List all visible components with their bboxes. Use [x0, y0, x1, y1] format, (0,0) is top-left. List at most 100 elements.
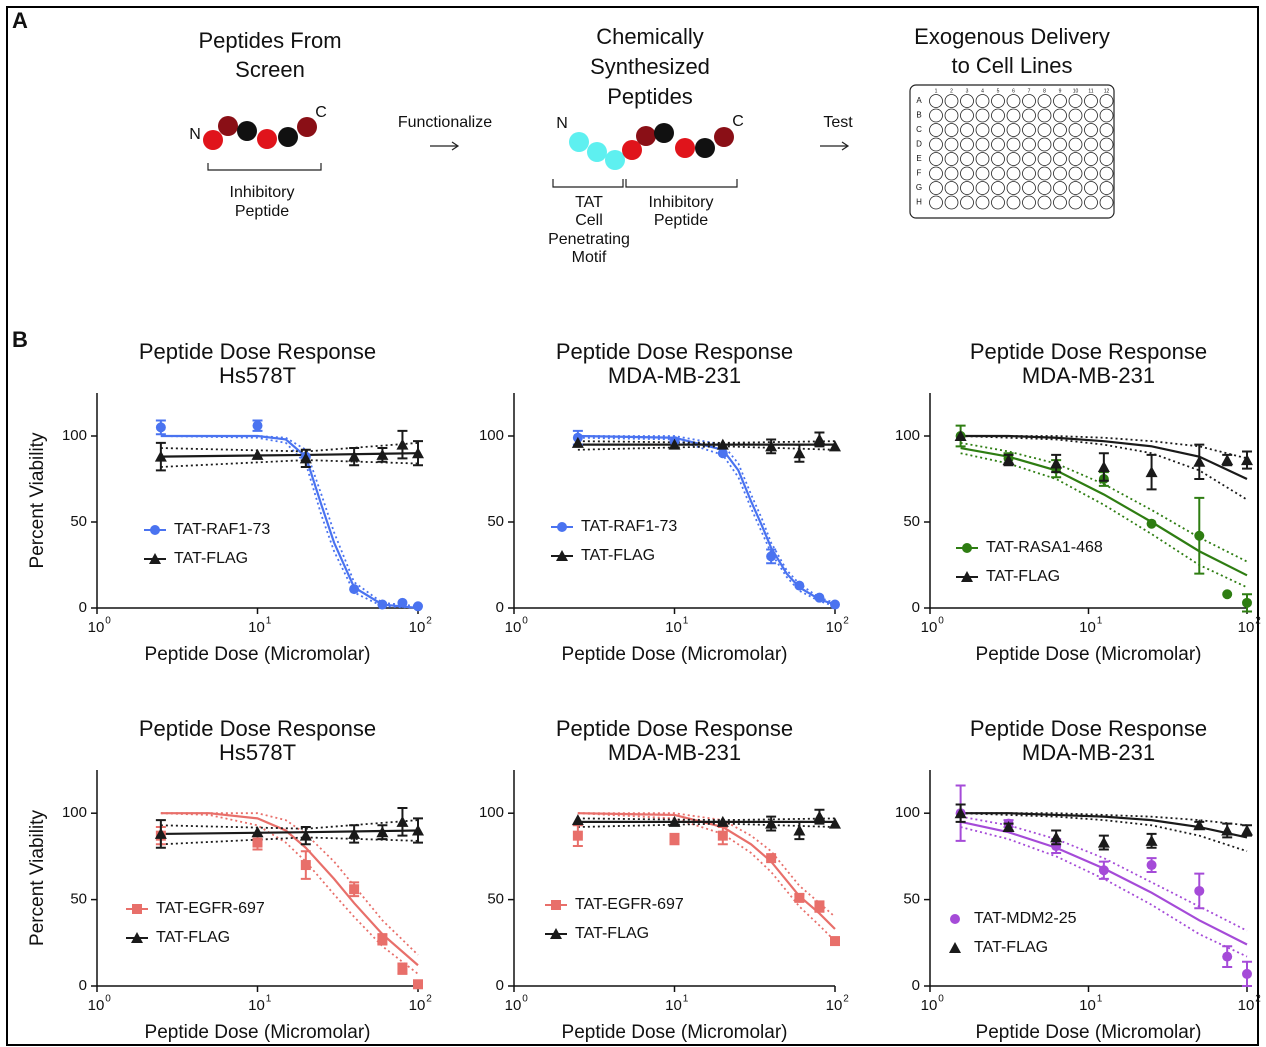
- y-tick-label: 50: [70, 513, 87, 530]
- panel-a: Peptides From Screen N C Inhibitory Pept…: [189, 24, 1115, 266]
- chart-title: Peptide Dose Response: [556, 716, 793, 741]
- column-label: 11: [1088, 88, 1093, 94]
- confidence-band: [577, 440, 836, 444]
- x-tick-label: 10: [921, 619, 938, 636]
- well: [944, 195, 959, 210]
- marker: [397, 963, 408, 974]
- marker: [1222, 589, 1233, 600]
- x-axis-label: Peptide Dose (Micromolar): [976, 1022, 1202, 1043]
- y-tick-label: 100: [479, 804, 504, 821]
- confidence-band: [160, 812, 419, 975]
- marker: [1145, 466, 1158, 478]
- column-label: 5: [997, 88, 1000, 94]
- row-label: H: [916, 198, 922, 207]
- x-tick-exponent: 1: [266, 616, 272, 627]
- legend-marker: [949, 942, 961, 953]
- confidence-band: [577, 822, 836, 828]
- well: [960, 123, 974, 137]
- marker: [766, 551, 777, 562]
- x-tick-exponent: 0: [938, 616, 944, 627]
- x-tick-label: 10: [505, 997, 522, 1014]
- marker: [668, 438, 681, 450]
- legend-label: TAT-MDM2-25: [974, 910, 1077, 927]
- marker: [1146, 518, 1157, 529]
- marker: [154, 827, 167, 839]
- well: [1099, 137, 1114, 152]
- x-tick-label: 10: [505, 619, 522, 636]
- confidence-band: [960, 812, 1248, 853]
- well: [1006, 181, 1021, 195]
- legend-marker: [556, 550, 568, 561]
- marker: [397, 597, 408, 608]
- bracket-label: Inhibitory: [230, 184, 295, 201]
- marker: [814, 592, 825, 603]
- marker: [1241, 824, 1253, 836]
- y-tick-label: 0: [912, 599, 920, 616]
- step-title: Chemically: [596, 24, 704, 49]
- marker: [1242, 968, 1252, 979]
- x-tick-exponent: 2: [843, 616, 849, 627]
- marker: [765, 817, 778, 829]
- legend-label: TAT-FLAG: [156, 929, 230, 946]
- x-tick-label: 10: [248, 619, 265, 636]
- row-label: B: [916, 111, 921, 120]
- x-axis-label: Peptide Dose (Micromolar): [562, 644, 788, 665]
- well: [1068, 195, 1083, 210]
- x-tick-label: 10: [88, 619, 105, 636]
- well: [960, 108, 974, 123]
- row-label: F: [917, 169, 922, 178]
- column-label: 4: [981, 88, 984, 94]
- row-label: A: [916, 96, 922, 105]
- step-title: to Cell Lines: [951, 53, 1072, 78]
- marker: [348, 450, 361, 462]
- chart-subtitle: Hs578T: [219, 740, 296, 765]
- x-tick-exponent: 1: [683, 616, 689, 627]
- y-tick-label: 0: [496, 977, 504, 994]
- marker: [299, 829, 312, 841]
- well: [991, 108, 1005, 123]
- marker: [954, 430, 967, 441]
- legend-marker: [149, 553, 161, 564]
- well: [1099, 166, 1114, 181]
- well: [1068, 94, 1083, 108]
- legend-label: TAT-RASA1-468: [986, 539, 1103, 556]
- terminus: C: [315, 104, 327, 121]
- well: [1084, 123, 1098, 137]
- marker: [668, 815, 681, 827]
- x-tick-exponent: 2: [1255, 616, 1261, 627]
- arrow: [820, 141, 850, 151]
- marker: [793, 824, 806, 836]
- well: [1068, 166, 1083, 181]
- well: [1053, 181, 1067, 195]
- well: [1053, 123, 1067, 137]
- well: [991, 94, 1005, 108]
- legend-label: TAT-FLAG: [986, 568, 1060, 585]
- well: [1099, 195, 1114, 210]
- well: [1068, 137, 1083, 152]
- legend-marker: [150, 525, 160, 535]
- well: [960, 137, 974, 152]
- marker: [1002, 821, 1015, 833]
- bracket-label: Cell: [575, 212, 603, 229]
- well: [991, 181, 1005, 195]
- well: [1053, 166, 1067, 181]
- row-label: D: [916, 140, 922, 149]
- x-tick-exponent: 2: [426, 994, 432, 1005]
- well: [929, 108, 943, 123]
- marker: [377, 599, 388, 610]
- well: [1099, 94, 1114, 108]
- well: [991, 137, 1005, 152]
- marker: [1221, 824, 1234, 836]
- marker: [794, 892, 805, 903]
- well: [1037, 137, 1052, 152]
- chart-subtitle: MDA-MB-231: [608, 363, 741, 388]
- marker: [766, 853, 777, 864]
- marker: [793, 447, 806, 459]
- well: [1068, 152, 1083, 166]
- x-axis-label: Peptide Dose (Micromolar): [976, 644, 1202, 665]
- marker: [829, 440, 841, 452]
- well: [944, 181, 959, 195]
- well: [1053, 94, 1067, 108]
